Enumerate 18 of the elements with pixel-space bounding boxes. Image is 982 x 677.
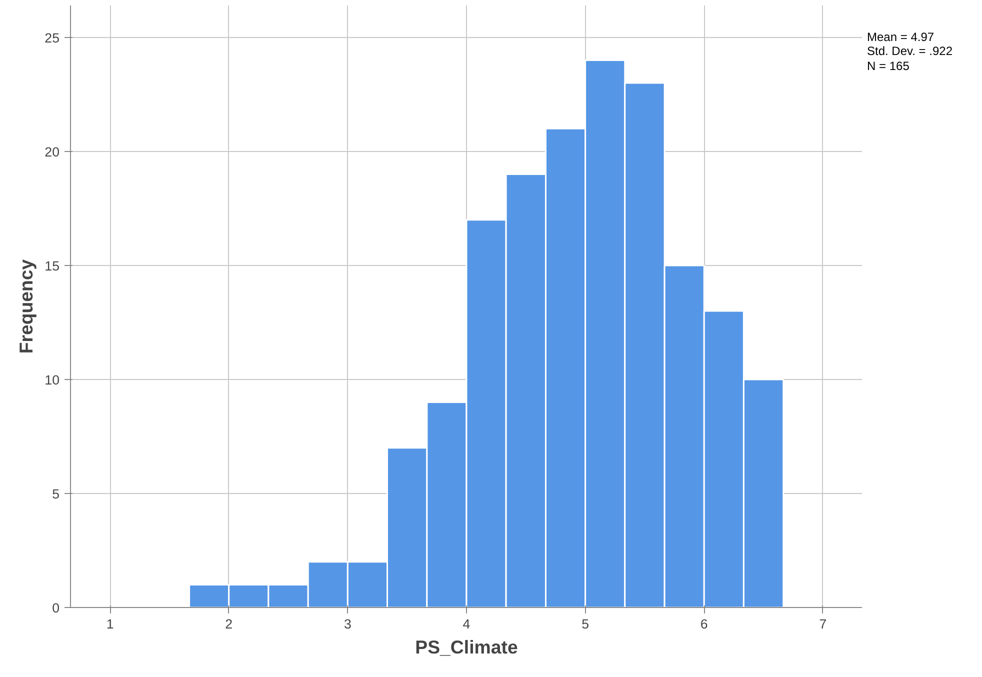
x-tick-label: 6 [700,616,708,632]
y-tick-label: 5 [52,486,60,502]
y-tick-label: 20 [44,144,60,160]
x-tick-label: 7 [819,616,827,632]
text: N = 165 [867,58,910,73]
y-tick-label: 0 [52,600,60,616]
x-tick-label: 2 [225,616,233,632]
y-tick-label: 15 [44,258,60,274]
y-tick-label: 10 [44,372,60,388]
x-tick-label: 5 [582,616,590,632]
text: Std. Dev. = .922 [867,44,952,58]
x-tick-label: 3 [344,616,352,632]
x-axis-title: PS_Climate [415,636,518,658]
y-tick-label: 25 [44,30,60,46]
x-tick-label: 1 [106,616,114,632]
y-axis-title: Frequency [16,258,37,354]
text: Mean = 4.97 [867,30,934,44]
x-tick-label: 4 [462,616,471,632]
